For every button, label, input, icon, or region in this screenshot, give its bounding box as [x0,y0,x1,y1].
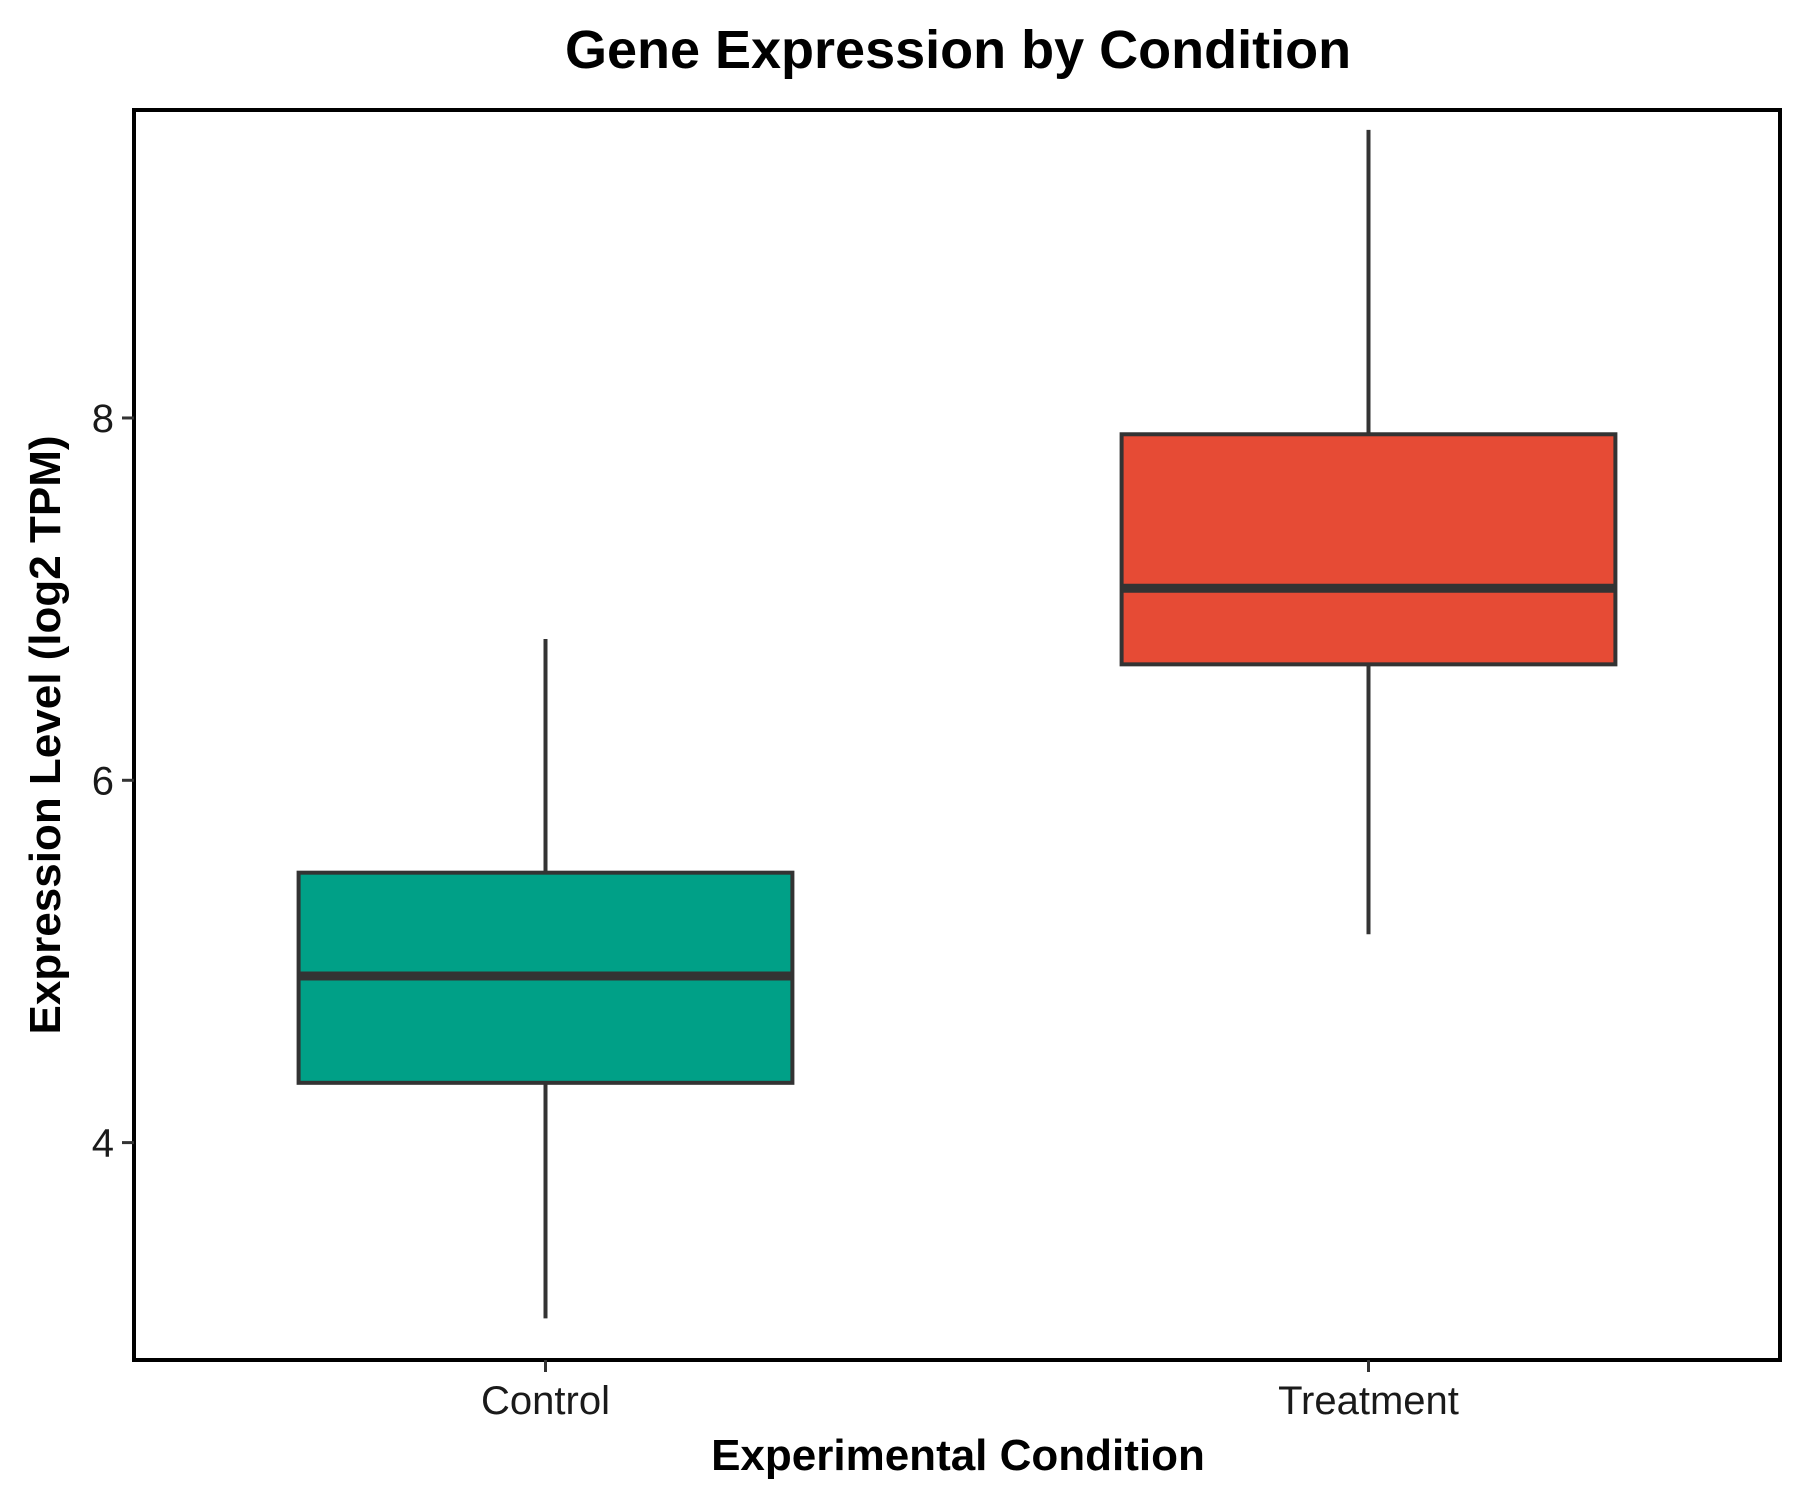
plot-panel-border [132,108,1782,1362]
box-group-treatment [1119,129,1618,935]
y-tick-label-6: 6 [92,759,114,803]
x-axis: Control Treatment [481,1360,1459,1423]
y-axis-title: Expression Level (log2 TPM) [21,435,70,1034]
y-axis: 4 6 8 [92,397,134,1166]
boxes-layer [296,129,1618,1319]
y-tick-label-8: 8 [92,397,114,441]
x-tick-label-treatment: Treatment [1278,1379,1459,1423]
y-tick-label-4: 4 [92,1122,114,1166]
box-group-control [296,638,795,1319]
x-axis-title: Experimental Condition [711,1431,1205,1480]
x-tick-label-control: Control [481,1379,610,1423]
chart-title: Gene Expression by Condition [565,20,1351,80]
box-iqr-treatment [1119,432,1618,667]
